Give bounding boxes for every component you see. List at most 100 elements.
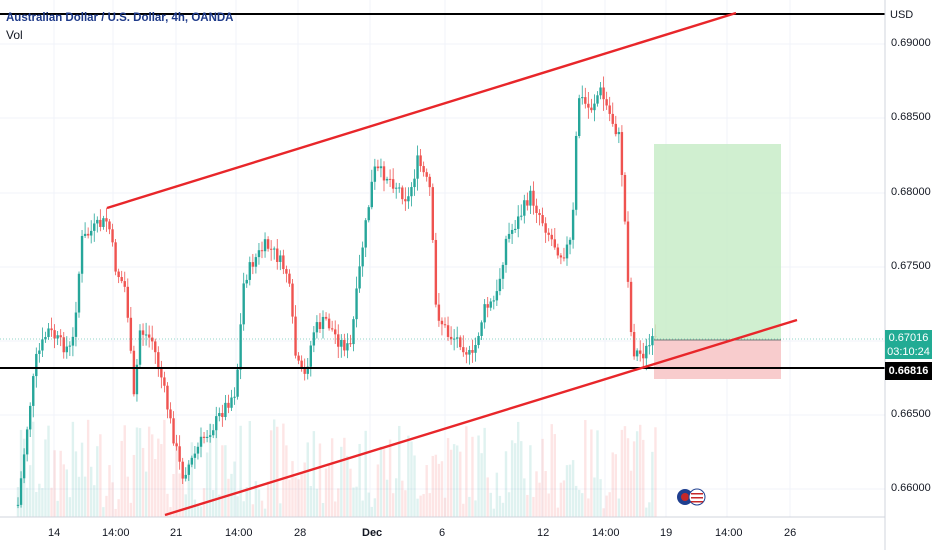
candle-body (565, 244, 569, 259)
candle-body (437, 304, 441, 321)
volume-bar (29, 465, 32, 517)
candle-body (245, 279, 248, 284)
volume-bar (269, 430, 273, 517)
candle-body (443, 324, 447, 326)
volume-bar (574, 485, 578, 517)
candle-body (236, 369, 239, 397)
volume-bar (645, 507, 648, 517)
candle-body (294, 316, 297, 356)
candle-body (391, 179, 395, 189)
candle-body (456, 337, 459, 339)
candle-body (318, 322, 322, 329)
candle-body (324, 316, 328, 319)
candle-body (507, 233, 511, 239)
candle-body (288, 273, 291, 284)
volume-bar (233, 461, 236, 517)
volume-label[interactable]: Vol (6, 28, 23, 42)
volume-bar (50, 487, 53, 517)
candle-body (212, 430, 215, 436)
volume-bar (571, 460, 575, 517)
price-label: 0.69000 (891, 37, 931, 49)
currency-label[interactable]: USD (890, 9, 914, 21)
volume-bar (303, 462, 306, 517)
volume-bar (434, 454, 438, 517)
channel-upper-line[interactable] (106, 11, 737, 210)
volume-bar (59, 450, 62, 517)
volume-bar (489, 492, 492, 517)
candle-body (135, 364, 139, 395)
candle-body (56, 335, 59, 339)
candle-body (330, 328, 334, 330)
volume-bar (526, 494, 529, 517)
volume-bar (523, 478, 526, 517)
candle-body (559, 255, 563, 258)
candle-body (266, 239, 270, 249)
candle-body (227, 402, 230, 408)
candle-body (370, 181, 373, 208)
candle-body (114, 242, 117, 272)
candle-body (309, 345, 312, 367)
candle-body (413, 178, 416, 188)
candle-body (398, 187, 401, 189)
volume-bar (111, 482, 114, 517)
candle-body (22, 454, 26, 479)
volume-bar (154, 459, 157, 517)
candle-body (355, 288, 358, 320)
candle-body (53, 330, 56, 339)
volume-bar (212, 490, 215, 517)
candle-body (254, 257, 258, 267)
loss-zone[interactable] (654, 340, 781, 379)
candle-body (623, 174, 627, 222)
volume-bar (93, 485, 96, 517)
time-label: 19 (660, 527, 673, 539)
volume-bar (413, 455, 416, 517)
volume-bar (471, 436, 474, 517)
volume-bar (477, 435, 480, 517)
candle-body (379, 166, 383, 169)
volume-bar (248, 421, 251, 517)
volume-bar (480, 453, 483, 517)
last-price-tag: 0.67016 03:10:24 (885, 330, 932, 359)
candle-body (468, 350, 471, 355)
volume-bar (614, 454, 617, 517)
candle-body (230, 397, 233, 408)
volume-bar (529, 445, 532, 517)
symbol-title[interactable]: Australian Dollar / U.S. Dollar, 4h, OAN… (6, 12, 234, 24)
volume-bar (80, 442, 84, 517)
candle-body (90, 230, 93, 236)
candle-body (373, 166, 377, 182)
volume-bar (227, 478, 230, 517)
candle-body (590, 107, 593, 111)
volume-bar (279, 503, 282, 517)
volume-bar (404, 490, 407, 517)
channel-lower-line[interactable] (164, 318, 798, 517)
volume-bar (611, 452, 614, 517)
volume-bar (96, 446, 99, 517)
volume-bar (382, 449, 386, 517)
volume-bar (330, 438, 334, 517)
candle-body (83, 233, 87, 236)
time-label: Dec (362, 527, 383, 539)
volume-bar (459, 451, 462, 517)
candle-body (108, 221, 111, 230)
volume-bar (184, 494, 187, 517)
candle-body (196, 446, 200, 454)
events-flag-icon[interactable] (677, 488, 706, 506)
volume-bar (166, 493, 169, 517)
volume-bar (218, 494, 221, 517)
candle-body (35, 353, 38, 377)
volume-bar (138, 428, 142, 517)
candle-body (120, 277, 123, 282)
volume-bar (77, 476, 81, 517)
volume-bar (221, 445, 224, 517)
profit-zone[interactable] (654, 144, 781, 340)
candle-body (154, 341, 157, 353)
candle-body (614, 123, 617, 135)
candle-body (129, 317, 133, 351)
candle-body (401, 187, 404, 200)
volume-bar (559, 482, 563, 517)
volume-bar (83, 476, 87, 517)
candle-body (276, 248, 279, 262)
volume-bar (361, 500, 364, 517)
